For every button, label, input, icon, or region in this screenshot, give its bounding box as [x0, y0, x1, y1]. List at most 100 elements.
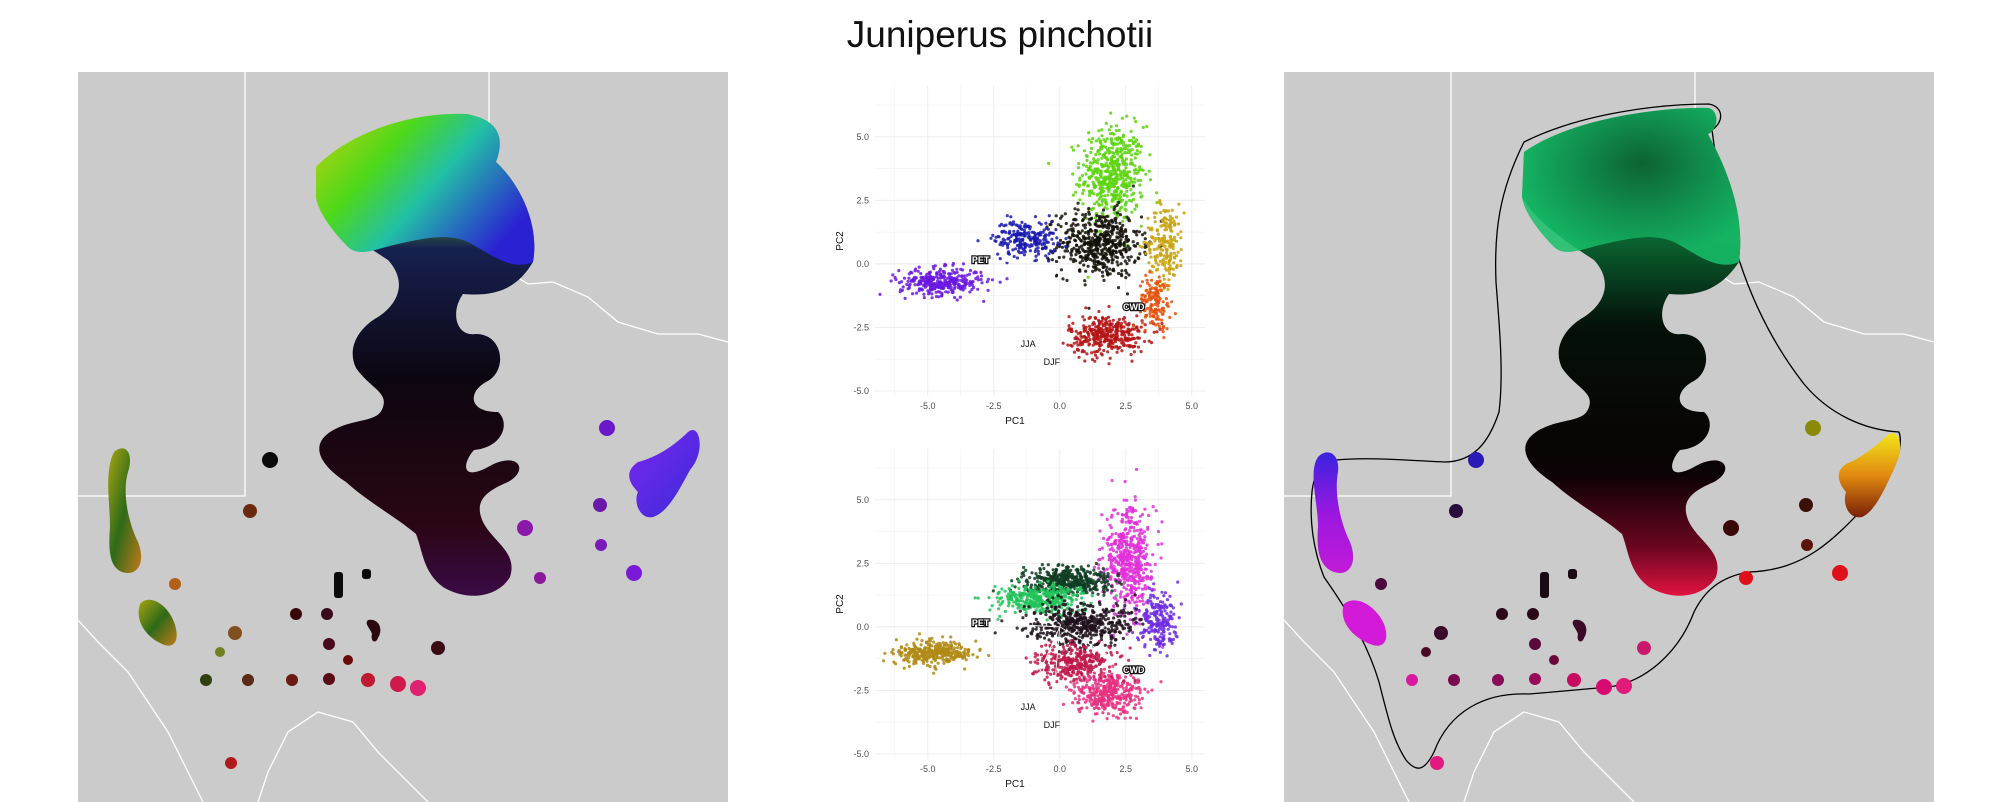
data-point [929, 651, 932, 654]
data-point [891, 273, 894, 276]
data-point [1013, 255, 1016, 258]
data-point [1140, 541, 1143, 544]
data-point [1112, 714, 1115, 717]
data-point [1143, 231, 1146, 234]
data-point [1114, 143, 1117, 146]
data-point [1034, 215, 1037, 218]
data-point [1111, 242, 1114, 245]
data-point [1133, 164, 1136, 167]
data-point [1093, 350, 1096, 353]
data-point [1155, 191, 1158, 194]
data-point [1126, 578, 1129, 581]
data-point [912, 654, 915, 657]
data-point [1119, 213, 1122, 216]
data-point [1107, 628, 1110, 631]
data-point [1079, 592, 1082, 595]
data-point [1165, 327, 1168, 330]
data-point [1024, 234, 1027, 237]
data-point [1148, 153, 1151, 156]
data-point [945, 651, 948, 654]
data-point [1143, 535, 1146, 538]
data-point [1145, 610, 1148, 613]
data-point [1042, 608, 1045, 611]
data-point [1102, 567, 1105, 570]
data-point [1046, 618, 1049, 621]
data-point [1011, 248, 1014, 251]
data-point [1144, 329, 1147, 332]
data-point [900, 654, 903, 657]
data-point [1075, 681, 1078, 684]
data-point [1102, 255, 1105, 258]
data-point [1140, 215, 1143, 218]
data-point [1173, 630, 1176, 633]
data-point [1092, 321, 1095, 324]
data-point [1110, 139, 1113, 142]
data-point [1148, 292, 1151, 295]
data-point [1147, 261, 1150, 264]
data-point [1099, 328, 1102, 331]
data-point [1055, 260, 1058, 263]
data-point [948, 272, 951, 275]
data-point [1110, 205, 1113, 208]
data-point [1143, 629, 1146, 632]
data-point [1035, 618, 1038, 621]
data-point [1084, 336, 1087, 339]
data-point [1124, 336, 1127, 339]
data-point [1062, 241, 1065, 244]
data-point [1111, 221, 1114, 224]
data-point [1102, 349, 1105, 352]
data-point [1133, 551, 1136, 554]
data-point [1028, 576, 1031, 579]
data-point [1110, 514, 1113, 517]
data-point [1047, 580, 1050, 583]
data-point [1120, 536, 1123, 539]
data-point [1127, 584, 1130, 587]
data-point [1058, 256, 1061, 259]
data-point [1130, 139, 1133, 142]
data-point [1149, 612, 1152, 615]
range-patch [593, 498, 607, 512]
data-point [1143, 295, 1146, 298]
x-tick-label: -2.5 [986, 401, 1002, 411]
data-point [1021, 238, 1024, 241]
data-point [965, 274, 968, 277]
data-point [1116, 136, 1119, 139]
data-point [1138, 702, 1141, 705]
data-point [989, 237, 992, 240]
data-point [940, 292, 943, 295]
data-point [1141, 593, 1144, 596]
data-point [1157, 300, 1160, 303]
data-point [975, 271, 978, 274]
data-point [1119, 596, 1122, 599]
data-point [1149, 178, 1152, 181]
data-point [1078, 179, 1081, 182]
data-point [1055, 613, 1058, 616]
data-point [1174, 312, 1177, 315]
data-point [1176, 233, 1179, 236]
data-point [1115, 235, 1118, 238]
data-point [1077, 202, 1080, 205]
data-point [1094, 325, 1097, 328]
data-point [1134, 156, 1137, 159]
data-point [1110, 555, 1113, 558]
data-point [1134, 612, 1137, 615]
data-point [1044, 233, 1047, 236]
data-point [1127, 549, 1130, 552]
data-point [1150, 228, 1153, 231]
data-point [1089, 151, 1092, 154]
data-point [1138, 337, 1141, 340]
data-point [1135, 717, 1138, 720]
y-tick-label: 2.5 [856, 195, 869, 205]
data-point [1037, 253, 1040, 256]
data-point [1136, 529, 1139, 532]
data-point [1139, 688, 1142, 691]
data-point [1083, 626, 1086, 629]
data-point [1132, 240, 1135, 243]
data-point [1097, 319, 1100, 322]
data-point [1137, 257, 1140, 260]
data-point [970, 288, 973, 291]
data-point [1166, 248, 1169, 251]
data-point [1149, 638, 1152, 641]
data-point [1148, 312, 1151, 315]
data-point [1157, 543, 1160, 546]
